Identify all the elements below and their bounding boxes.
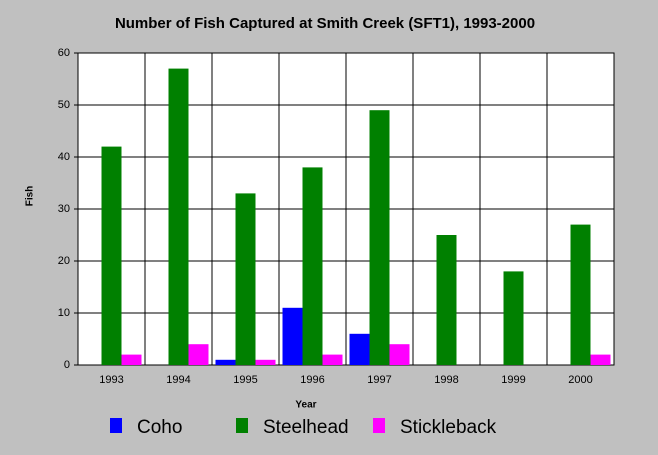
y-axis-title: Fish [25, 186, 36, 207]
legend-swatch [236, 418, 248, 433]
legend-label: Coho [137, 417, 182, 438]
legend-swatch [373, 418, 385, 433]
y-tick-label: 20 [58, 255, 70, 267]
bar [101, 146, 122, 365]
legend-label: Stickleback [400, 417, 497, 438]
x-tick-label: 1998 [434, 374, 458, 386]
bar [570, 224, 591, 365]
x-tick-label: 1997 [367, 374, 391, 386]
x-tick-label: 1994 [166, 374, 190, 386]
bar [349, 333, 370, 365]
bar [436, 235, 457, 365]
x-tick-label: 1995 [233, 374, 257, 386]
x-tick-label: 1993 [99, 374, 123, 386]
bar [302, 167, 323, 365]
x-tick-label: 1996 [300, 374, 324, 386]
y-tick-label: 40 [58, 151, 70, 163]
chart-title: Number of Fish Captured at Smith Creek (… [115, 15, 535, 32]
y-tick-label: 50 [58, 99, 70, 111]
bar [590, 354, 611, 365]
bar [389, 344, 410, 365]
x-axis-title: Year [295, 400, 316, 411]
bar [503, 271, 524, 365]
y-tick-label: 60 [58, 47, 70, 59]
y-tick-label: 0 [64, 359, 70, 371]
legend-label: Steelhead [263, 417, 349, 438]
legend-swatch [110, 418, 122, 433]
bar [322, 354, 343, 365]
y-tick-label: 10 [58, 307, 70, 319]
bar [282, 307, 303, 365]
bar [188, 344, 209, 365]
bar [369, 110, 390, 365]
x-tick-label: 2000 [568, 374, 592, 386]
bar [168, 68, 189, 365]
bar [215, 359, 236, 365]
x-tick-label: 1999 [501, 374, 525, 386]
y-tick-label: 30 [58, 203, 70, 215]
bar [235, 193, 256, 365]
bar [121, 354, 142, 365]
bar [255, 359, 276, 365]
